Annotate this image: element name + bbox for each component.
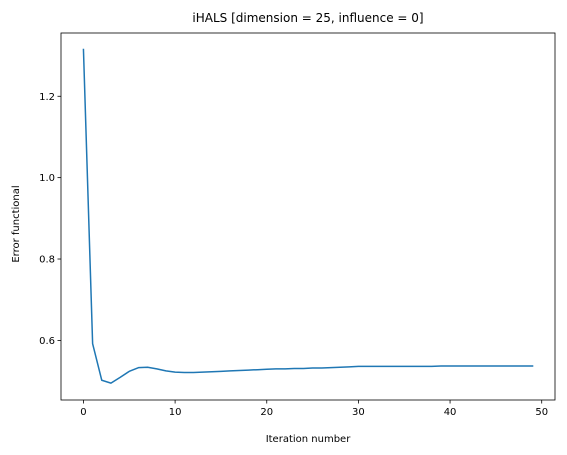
y-tick-label: 0.8: [39, 255, 55, 266]
x-axis-label: Iteration number: [266, 434, 352, 445]
x-tick-label: 30: [352, 407, 365, 418]
chart-title: iHALS [dimension = 25, influence = 0]: [192, 11, 423, 25]
x-tick-label: 10: [169, 407, 182, 418]
x-tick-label: 20: [260, 407, 273, 418]
x-tick-label: 0: [80, 407, 86, 418]
y-tick-label: 1.0: [39, 173, 55, 184]
x-tick-label: 50: [535, 407, 548, 418]
y-tick-label: 1.2: [39, 92, 55, 103]
plot-frame: [60, 32, 556, 401]
plot-area: 0 10 20 30 40 50 0.6 0.8 1.0 1.2: [39, 32, 556, 418]
y-axis-label: Error functional: [11, 185, 22, 262]
series-line-0: [82, 48, 534, 384]
y-tick-label: 0.6: [39, 336, 55, 347]
x-tick-label: 40: [444, 407, 457, 418]
